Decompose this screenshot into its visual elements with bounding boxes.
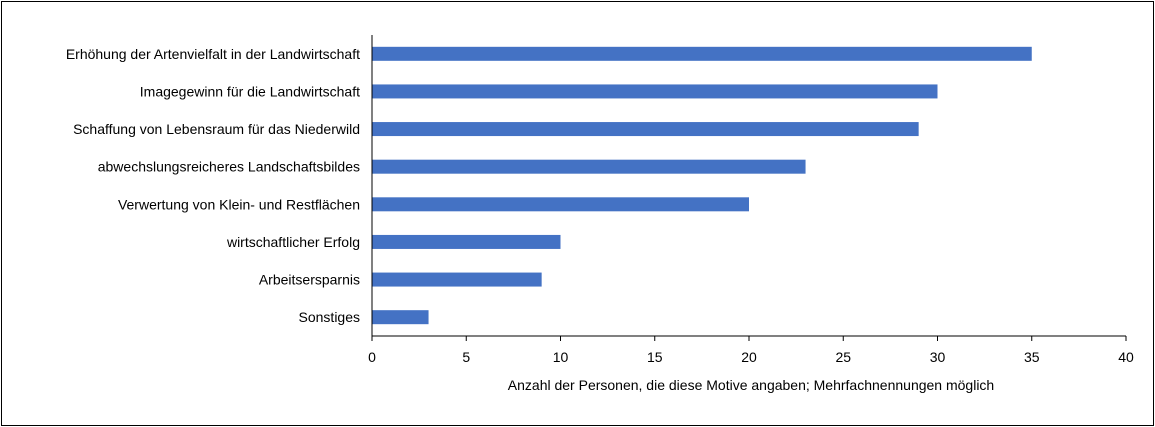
- category-label: wirtschaftlicher Erfolg: [226, 234, 360, 250]
- category-label: abwechslungsreicheres Landschaftsbildes: [98, 159, 360, 175]
- x-tick-label: 40: [1118, 349, 1134, 365]
- bar: [372, 122, 919, 137]
- x-axis-title: Anzahl der Personen, die diese Motive an…: [508, 377, 994, 393]
- category-label: Imagegewinn für die Landwirtschaft: [140, 83, 360, 99]
- x-tick-label: 15: [647, 349, 663, 365]
- x-tick-label: 10: [553, 349, 569, 365]
- category-label: Erhöhung der Artenvielfalt in der Landwi…: [66, 46, 360, 62]
- x-tick-label: 35: [1024, 349, 1040, 365]
- bars-group: [372, 46, 1032, 325]
- bar: [372, 46, 1032, 61]
- x-tick-label: 25: [835, 349, 851, 365]
- bar: [372, 197, 749, 212]
- category-label: Schaffung von Lebensraum für das Niederw…: [73, 121, 360, 137]
- bar: [372, 84, 938, 99]
- x-tick-label: 30: [930, 349, 946, 365]
- x-tick-label: 0: [368, 349, 376, 365]
- bar: [372, 272, 542, 287]
- bar: [372, 159, 806, 174]
- x-tick-label: 5: [462, 349, 470, 365]
- category-labels-group: Erhöhung der Artenvielfalt in der Landwi…: [66, 46, 360, 325]
- bar: [372, 234, 561, 249]
- category-label: Verwertung von Klein- und Restflächen: [118, 196, 360, 212]
- category-label: Sonstiges: [299, 309, 360, 325]
- x-ticks-group: 0 5 10 15 20 25 30 35 40: [368, 336, 1134, 365]
- bar: [372, 310, 429, 325]
- x-tick-label: 20: [741, 349, 757, 365]
- category-label: Arbeitsersparnis: [259, 272, 360, 288]
